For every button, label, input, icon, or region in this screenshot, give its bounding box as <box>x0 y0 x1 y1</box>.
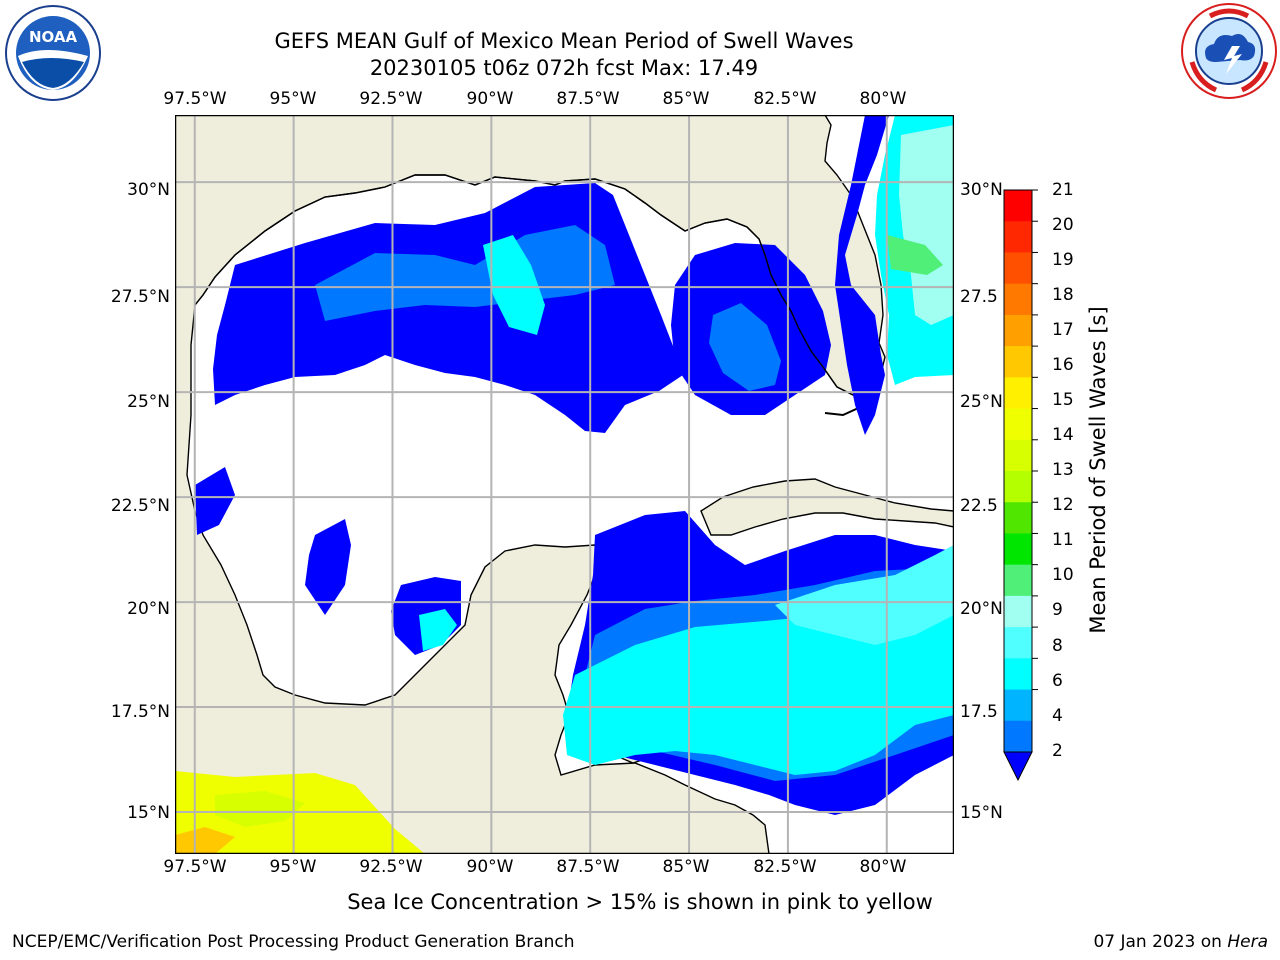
sea-ice-note: Sea Ice Concentration > 15% is shown in … <box>347 890 933 914</box>
noaa-logo-icon: NOAA <box>5 5 101 101</box>
colorbar-swatch <box>1004 377 1032 410</box>
svg-text:NOAA: NOAA <box>29 28 78 46</box>
colorbar-tick-label: 20 <box>1052 215 1074 235</box>
colorbar-tick-label: 8 <box>1052 636 1063 656</box>
colorbar-tick-label: 15 <box>1052 390 1074 410</box>
swell-area-atlantic-2-4s <box>835 115 889 435</box>
lon-tick-top: 92.5°W <box>359 89 423 109</box>
colorbar-swatch <box>1004 346 1032 378</box>
colorbar-swatch <box>1004 720 1032 753</box>
sea-ice-region-orange <box>175 827 235 854</box>
lat-tick-left: 27.5°N <box>110 287 170 307</box>
swell-area-8-9s-caribbean <box>775 545 954 645</box>
lat-tick-left: 30°N <box>127 180 170 200</box>
swell-area-atlantic-8-9s <box>899 125 954 325</box>
colorbar-swatch <box>1004 564 1032 597</box>
swell-area-6s-bay-of-campeche <box>419 609 457 651</box>
lon-tick-bottom: 97.5°W <box>163 857 227 877</box>
colorbar-swatch <box>1004 595 1032 628</box>
colorbar-swatch <box>1004 283 1032 316</box>
colorbar-tick-label: 9 <box>1052 600 1063 620</box>
colorbar-tick-label: 21 <box>1052 180 1074 200</box>
lat-tick-left: 25°N <box>127 392 170 412</box>
colorbar-swatch <box>1004 689 1032 722</box>
colorbar-swatch <box>1004 190 1032 222</box>
colorbar-swatch <box>1004 439 1032 472</box>
cuba-land <box>700 478 954 536</box>
map-panel <box>175 115 954 854</box>
lon-tick-top: 95°W <box>269 89 317 109</box>
colorbar-tick-label: 17 <box>1052 320 1074 340</box>
lat-tick-right: 30°N <box>960 180 1003 200</box>
lon-tick-bottom: 87.5°W <box>556 857 620 877</box>
swell-area-2-4s-west <box>195 467 235 535</box>
colorbar-tick-label: 4 <box>1052 706 1063 726</box>
swell-area-6-8s-caribbean <box>563 603 954 775</box>
colorbar-swatch <box>1004 502 1032 534</box>
colorbar-tick-label: 11 <box>1052 530 1074 550</box>
lon-tick-top: 82.5°W <box>753 89 817 109</box>
colorbar-tick-label: 10 <box>1052 565 1074 585</box>
lon-tick-bottom: 82.5°W <box>753 857 817 877</box>
lon-tick-bottom: 92.5°W <box>359 857 423 877</box>
lon-tick-bottom: 80°W <box>859 857 907 877</box>
colorbar <box>1003 189 1038 782</box>
colorbar-swatch <box>1004 221 1032 253</box>
colorbar-swatch <box>1004 627 1032 659</box>
lon-tick-top: 80°W <box>859 89 907 109</box>
lat-tick-left: 15°N <box>127 803 170 823</box>
coastline <box>194 174 854 396</box>
swell-area-6s-north <box>483 235 545 335</box>
lat-tick-right: 22.5 <box>960 496 998 516</box>
colorbar-swatch <box>1004 408 1032 441</box>
lat-tick-right: 25°N <box>960 392 1003 412</box>
map-frame <box>175 115 954 854</box>
lat-tick-left: 17.5°N <box>110 702 170 722</box>
colorbar-tick-label: 16 <box>1052 355 1074 375</box>
lon-tick-bottom: 85°W <box>662 857 710 877</box>
lat-tick-right: 27.5 <box>960 287 998 307</box>
footer-machine: Hera <box>1227 932 1268 952</box>
colorbar-tick-label: 19 <box>1052 250 1074 270</box>
colorbar-swatch <box>1004 533 1032 566</box>
lat-tick-right: 17.5 <box>960 702 998 722</box>
colorbar-extend-arrow <box>1003 751 1033 782</box>
colorbar-tick-label: 13 <box>1052 460 1074 480</box>
lon-tick-bottom: 95°W <box>269 857 317 877</box>
lat-tick-right: 20°N <box>960 599 1003 619</box>
nws-logo-icon <box>1181 3 1277 99</box>
sea-ice-region-light <box>215 791 305 827</box>
lon-tick-top: 90°W <box>466 89 514 109</box>
lon-tick-top: 87.5°W <box>556 89 620 109</box>
colorbar-tick-label: 18 <box>1052 285 1074 305</box>
colorbar-tick-label: 14 <box>1052 425 1074 445</box>
lat-tick-right: 15°N <box>960 803 1003 823</box>
colorbar-tick-label: 6 <box>1052 671 1063 691</box>
footer-date: 07 Jan 2023 on Hera <box>1093 932 1268 952</box>
colorbar-tick-label: 2 <box>1052 741 1063 761</box>
colorbar-swatch <box>1004 471 1032 503</box>
map-subtitle: 20230105 t06z 072h fcst Max: 17.49 <box>369 56 759 80</box>
swell-area-2-4s-west2 <box>305 519 351 615</box>
lat-tick-left: 20°N <box>127 599 170 619</box>
colorbar-swatch <box>1004 314 1032 347</box>
footer-credit: NCEP/EMC/Verification Post Processing Pr… <box>12 932 575 952</box>
lat-tick-left: 22.5°N <box>110 496 170 516</box>
map-gridlines <box>175 115 954 854</box>
colorbar-tick-label: 12 <box>1052 495 1074 515</box>
colorbar-swatch <box>1004 658 1032 691</box>
map-title: GEFS MEAN Gulf of Mexico Mean Period of … <box>274 29 854 53</box>
colorbar-swatch <box>1004 252 1032 285</box>
lon-tick-bottom: 90°W <box>466 857 514 877</box>
colorbar-title: Mean Period of Swell Waves [s] <box>1086 306 1110 634</box>
swell-area-atlantic-9-10s <box>887 235 943 275</box>
swell-area-4-6s-east <box>709 303 781 391</box>
lon-tick-top: 85°W <box>662 89 710 109</box>
lon-tick-top: 97.5°W <box>163 89 227 109</box>
